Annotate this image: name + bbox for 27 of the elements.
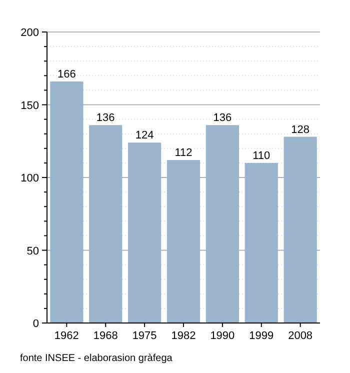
- x-tick-label: 1982: [171, 330, 196, 342]
- bar: [206, 125, 239, 323]
- bar: [284, 136, 317, 323]
- data-label: 110: [252, 150, 270, 162]
- bar: [128, 142, 162, 323]
- x-tick-label: 1999: [249, 330, 274, 342]
- x-tick-label: 1968: [93, 330, 118, 342]
- y-tick-label: 200: [20, 27, 39, 39]
- x-tick-label: 1962: [54, 330, 79, 342]
- bar: [50, 81, 84, 323]
- data-label: 128: [291, 124, 310, 136]
- data-label: 124: [135, 130, 154, 142]
- x-tick-label: 1975: [132, 330, 157, 342]
- data-label: 166: [57, 68, 76, 80]
- x-tick-label: 2008: [288, 330, 313, 342]
- bar: [89, 125, 122, 323]
- y-tick-label: 0: [32, 318, 39, 330]
- data-label: 136: [213, 112, 232, 124]
- bar: [166, 160, 200, 323]
- source-note: fonte INSEE - elaborasion gràfega: [20, 353, 173, 364]
- y-tick-label: 100: [20, 172, 39, 184]
- x-tick-label: 1990: [210, 330, 235, 342]
- bar: [244, 162, 278, 323]
- data-label: 136: [96, 112, 115, 124]
- y-tick-label: 50: [26, 245, 39, 258]
- data-label: 112: [174, 147, 192, 160]
- y-tick-label: 150: [20, 100, 39, 112]
